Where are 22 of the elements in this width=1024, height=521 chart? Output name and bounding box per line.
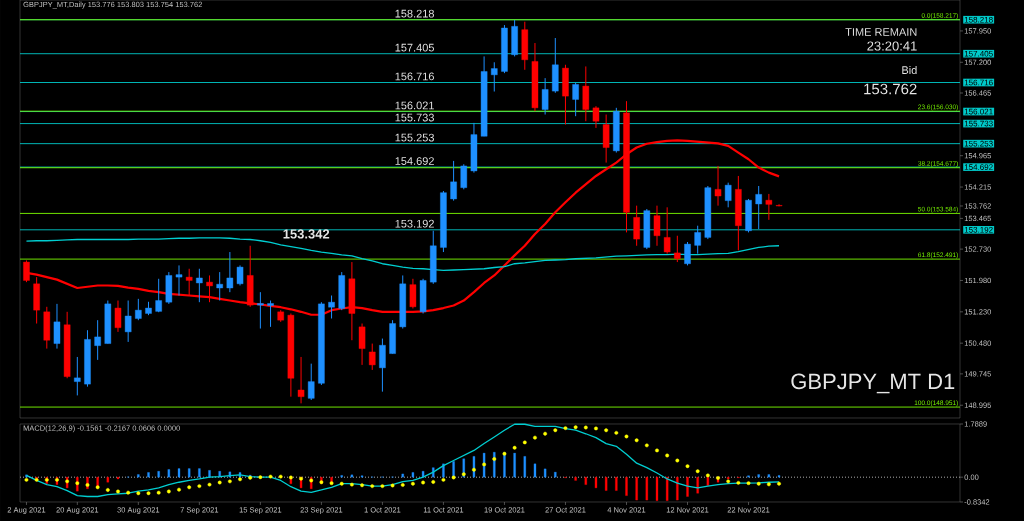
annotation: 155.253 (395, 133, 434, 142)
ref-line-label: 153.192 (964, 226, 993, 233)
annotation: 156.021 (395, 101, 434, 110)
ref-line-label: 155.253 (964, 140, 993, 147)
ref-line-label: 154.692 (964, 164, 993, 170)
annotation: 154.692 (395, 157, 434, 165)
text: 153.762 (864, 83, 917, 95)
ref-line-label: 156.021 (964, 108, 993, 115)
annotation: 153.342 (283, 229, 330, 239)
ref-line-label: 155.733 (964, 120, 993, 127)
text: TIME REMAIN (845, 28, 917, 36)
annotation: 158.218 (395, 9, 434, 18)
ref-line-label: 158.218 (964, 16, 993, 23)
ref-line-label: 156.716 (964, 79, 993, 86)
annotation: 153.192 (395, 219, 434, 228)
annotation: 157.405 (395, 43, 434, 52)
ref-line-label: 157.405 (964, 50, 993, 57)
text: 23:20:41 (867, 41, 917, 51)
annotation: 155.733 (395, 113, 434, 122)
text: Bid (902, 65, 917, 75)
text: GBPJPY_MT D1 (791, 373, 955, 394)
annotation: 156.716 (395, 72, 434, 81)
